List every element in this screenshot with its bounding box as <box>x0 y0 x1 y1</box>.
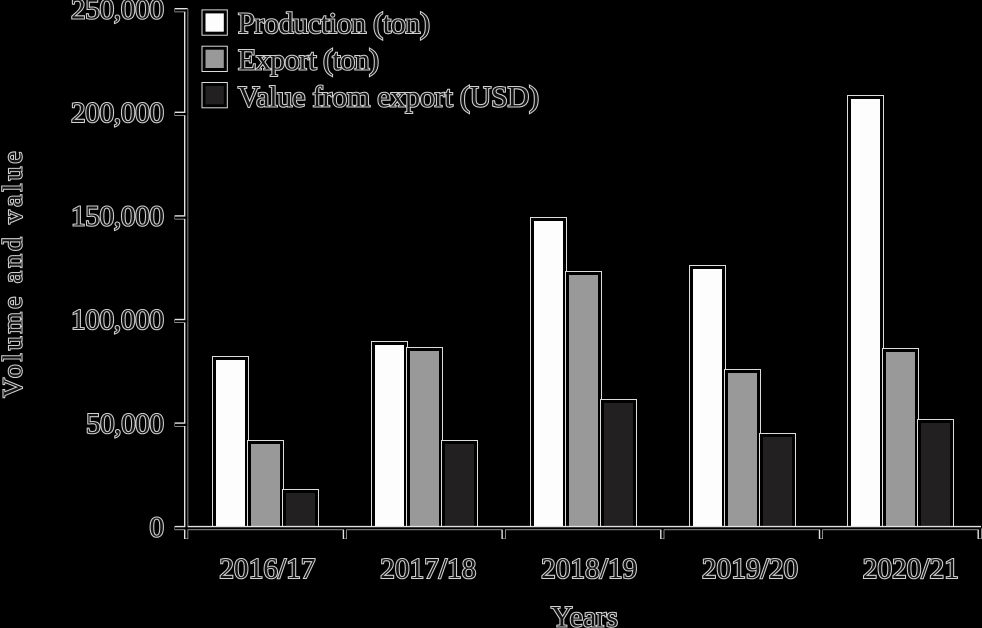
svg-text:250,000: 250,000 <box>71 0 164 25</box>
svg-text:100,000: 100,000 <box>71 304 164 336</box>
svg-text:200,000: 200,000 <box>71 97 164 129</box>
svg-text:2017/18: 2017/18 <box>380 553 476 585</box>
svg-text:2016/17: 2016/17 <box>219 553 315 585</box>
svg-text:Export (ton): Export (ton) <box>238 44 379 77</box>
svg-text:Years: Years <box>551 601 618 628</box>
svg-text:2019/20: 2019/20 <box>702 553 798 585</box>
svg-text:Volume and value: Volume and value <box>0 151 28 397</box>
svg-text:Production (ton): Production (ton) <box>238 7 430 40</box>
svg-text:2018/19: 2018/19 <box>541 553 637 585</box>
svg-text:2020/21: 2020/21 <box>863 553 959 585</box>
svg-text:0: 0 <box>150 511 165 543</box>
svg-text:Value from export (USD): Value from export (USD) <box>238 81 539 114</box>
svg-text:150,000: 150,000 <box>71 201 164 233</box>
svg-text:50,000: 50,000 <box>86 408 164 440</box>
